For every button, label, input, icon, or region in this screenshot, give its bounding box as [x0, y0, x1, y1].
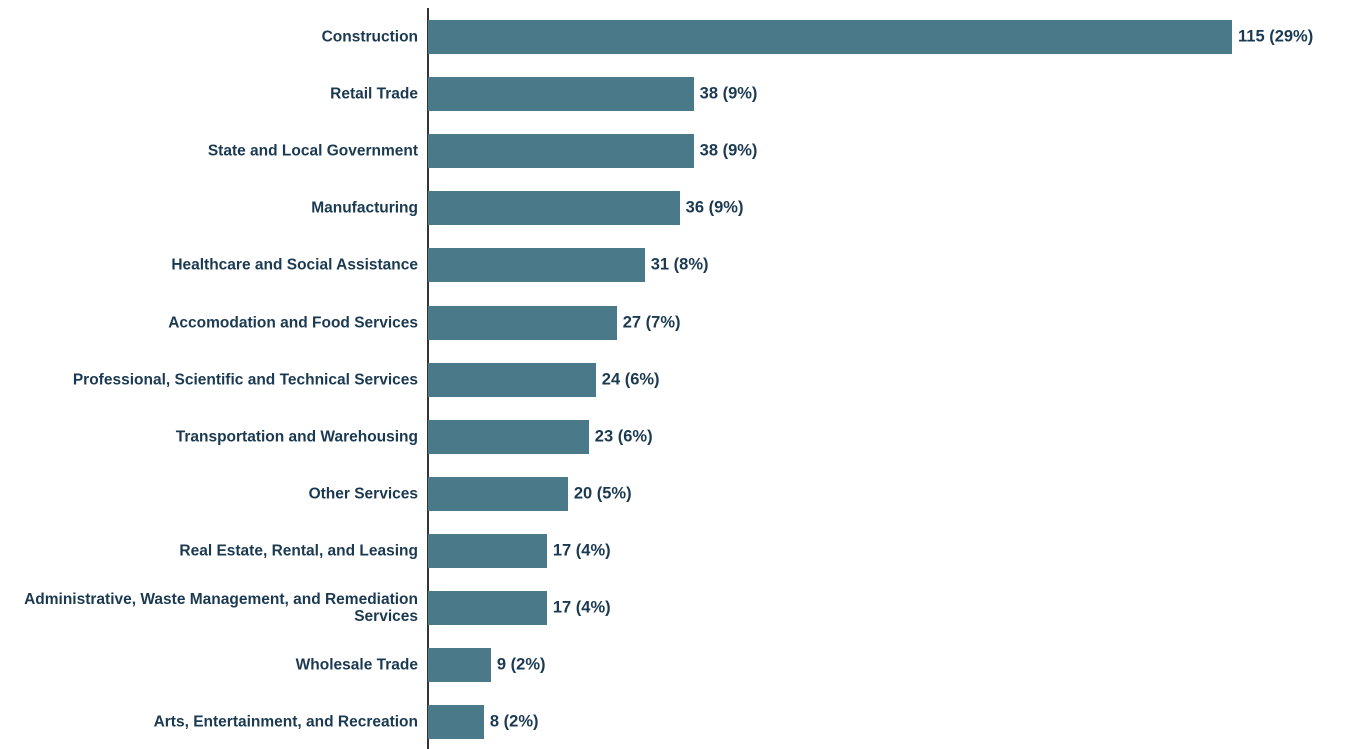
category-label: Retail Trade [330, 85, 418, 103]
value-label: 36 (9%) [685, 198, 744, 217]
bar [428, 419, 589, 454]
bar [428, 476, 568, 511]
category-label: Arts, Entertainment, and Recreation [153, 713, 418, 731]
bar [428, 20, 1232, 54]
value-label: 8 (2%) [489, 712, 539, 731]
value-label: 17 (4%) [552, 541, 611, 560]
category-label: Transportation and Warehousing [175, 428, 418, 446]
category-label: Construction [321, 28, 418, 46]
value-label: 23 (6%) [594, 427, 653, 446]
value-label: 38 (9%) [699, 84, 758, 103]
bar [428, 305, 617, 340]
value-label: 27 (7%) [622, 313, 681, 331]
value-label: 9 (2%) [496, 655, 546, 674]
value-label: 20 (5%) [573, 484, 632, 503]
bar [428, 134, 694, 169]
bar [428, 362, 596, 397]
category-label: State and Local Government [207, 142, 418, 160]
category-label: Real Estate, Rental, and Leasing [179, 542, 418, 560]
bar [428, 648, 491, 683]
category-label: Manufacturing [311, 199, 418, 217]
bar [428, 191, 680, 226]
category-label: Healthcare and Social Assistance [171, 256, 418, 274]
bar [428, 705, 484, 740]
value-label: 17 (4%) [552, 598, 611, 617]
category-label: Other Services [308, 485, 418, 503]
y-axis-line [427, 8, 429, 749]
category-label: Accomodation and Food Services [168, 314, 418, 331]
bar [428, 591, 547, 625]
value-label: 115 (29%) [1238, 27, 1314, 46]
category-label: Wholesale Trade [295, 656, 418, 674]
value-label: 31 (8%) [650, 255, 709, 274]
bar [428, 533, 547, 568]
value-label: 24 (6%) [601, 370, 660, 389]
bar [428, 77, 694, 112]
category-label: Administrative, Waste Management, and Re… [24, 591, 418, 625]
bar [428, 248, 645, 283]
value-label: 38 (9%) [699, 141, 758, 160]
category-label: Professional, Scientific and Technical S… [72, 371, 418, 389]
